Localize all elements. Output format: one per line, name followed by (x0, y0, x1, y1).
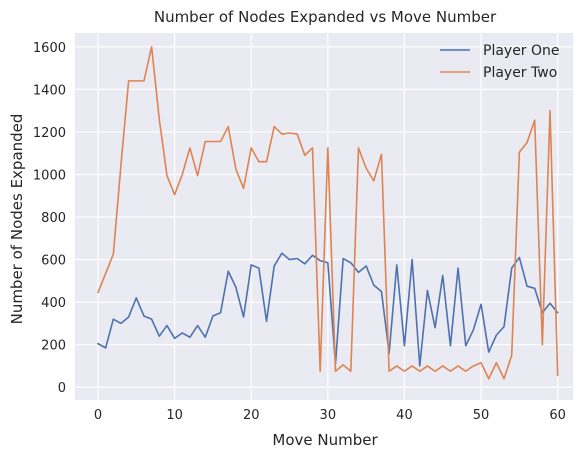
y-tick-label: 0 (58, 381, 66, 396)
x-tick-label: 40 (396, 408, 413, 423)
y-tick-labels: 0 200 400 600 800 1000 1200 1400 1600 (33, 41, 66, 396)
x-axis-label: Move Number (272, 431, 378, 449)
x-tick-label: 0 (94, 408, 102, 423)
y-tick-label: 600 (41, 254, 66, 269)
x-tick-labels: 0 10 20 30 40 50 60 (94, 408, 566, 423)
x-tick-label: 50 (473, 408, 490, 423)
legend-label: Player One (483, 43, 560, 59)
y-tick-label: 800 (41, 211, 66, 226)
x-tick-label: 30 (320, 408, 337, 423)
y-tick-label: 1200 (33, 126, 66, 141)
y-axis-label: Number of Nodes Expanded (8, 114, 26, 325)
chart-title: Number of Nodes Expanded vs Move Number (154, 8, 497, 26)
y-tick-label: 1600 (33, 41, 66, 56)
legend-label: Player Two (483, 65, 557, 81)
y-tick-label: 400 (41, 296, 66, 311)
x-tick-label: 20 (243, 408, 260, 423)
y-tick-label: 1000 (33, 168, 66, 183)
x-tick-label: 10 (166, 408, 183, 423)
y-tick-label: 1400 (33, 83, 66, 98)
x-tick-label: 60 (549, 408, 566, 423)
y-tick-label: 200 (41, 339, 66, 354)
